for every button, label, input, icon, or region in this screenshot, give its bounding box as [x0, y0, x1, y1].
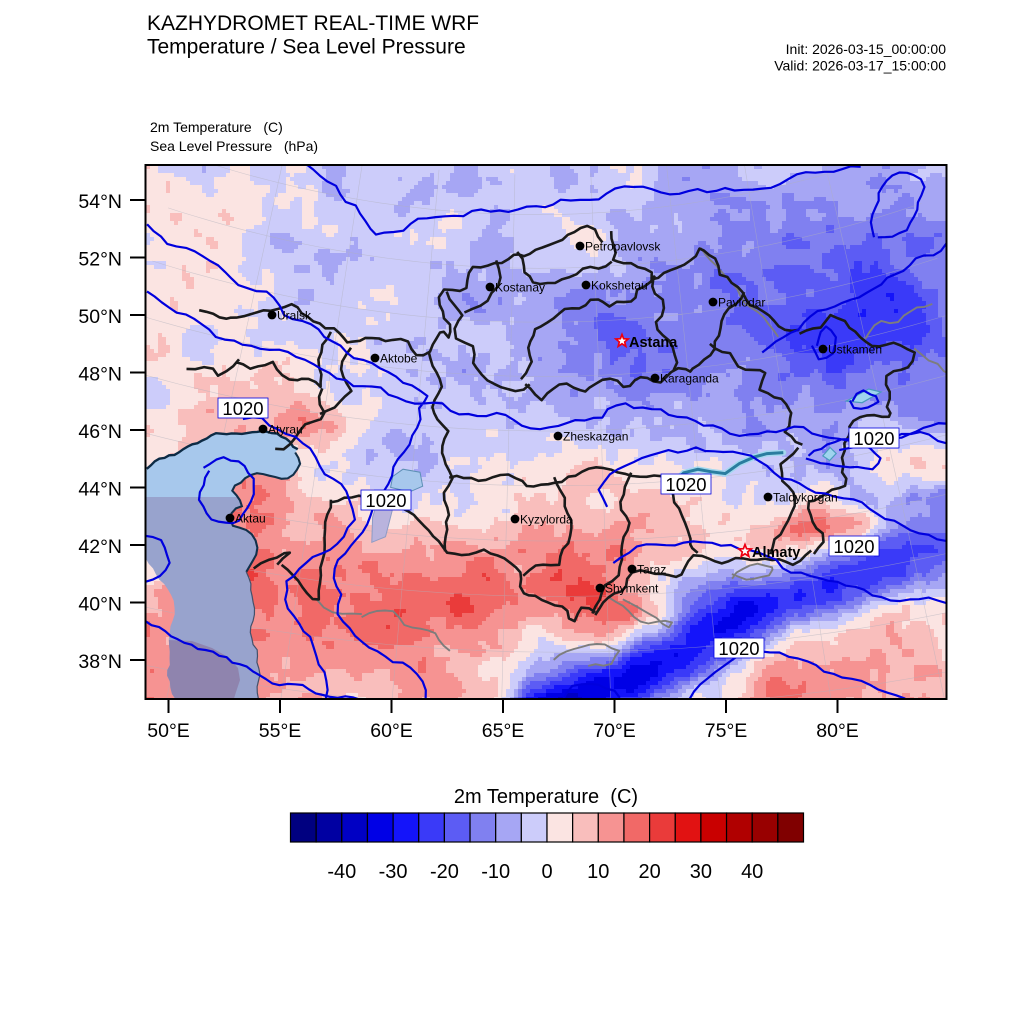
svg-text:-40: -40	[327, 861, 356, 883]
svg-text:1020: 1020	[833, 536, 874, 557]
svg-text:48°N: 48°N	[78, 364, 122, 386]
svg-text:40°N: 40°N	[78, 594, 122, 616]
svg-text:1020: 1020	[222, 398, 263, 419]
svg-text:70°E: 70°E	[593, 720, 636, 742]
svg-text:KAZHYDROMET REAL-TIME WRF: KAZHYDROMET REAL-TIME WRF	[147, 12, 479, 35]
svg-text:Kostanay: Kostanay	[495, 281, 545, 295]
svg-text:55°E: 55°E	[259, 720, 302, 742]
svg-text:0: 0	[541, 861, 552, 883]
svg-text:46°N: 46°N	[78, 421, 122, 443]
svg-text:Taldykorgan: Taldykorgan	[773, 491, 838, 505]
svg-text:1020: 1020	[665, 474, 706, 495]
svg-text:2m Temperature (C): 2m Temperature (C)	[150, 119, 283, 135]
svg-text:Taraz: Taraz	[637, 563, 666, 577]
svg-text:-20: -20	[430, 861, 459, 883]
svg-text:Kyzylorda: Kyzylorda	[520, 513, 573, 527]
svg-text:Almaty: Almaty	[752, 545, 800, 561]
svg-text:Karaganda: Karaganda	[660, 372, 719, 386]
svg-text:Atyrau: Atyrau	[268, 423, 303, 437]
svg-text:Temperature / Sea Level Pressu: Temperature / Sea Level Pressure	[147, 36, 466, 59]
svg-text:Uralsk: Uralsk	[277, 309, 312, 323]
svg-text:Aktobe: Aktobe	[380, 352, 418, 366]
svg-text:10: 10	[587, 861, 609, 883]
svg-text:Kokshetau: Kokshetau	[591, 279, 648, 293]
svg-text:Sea Level Pressure (hPa): Sea Level Pressure (hPa)	[150, 138, 318, 154]
svg-text:40: 40	[741, 861, 763, 883]
svg-text:-30: -30	[379, 861, 408, 883]
svg-text:Astana: Astana	[629, 335, 678, 351]
svg-text:Aktau: Aktau	[235, 512, 266, 526]
svg-text:Valid: 2026-03-17_15:00:00: Valid: 2026-03-17_15:00:00	[774, 58, 946, 74]
svg-text:75°E: 75°E	[705, 720, 748, 742]
svg-text:42°N: 42°N	[78, 536, 122, 558]
svg-text:50°N: 50°N	[78, 306, 122, 328]
svg-text:Zheskazgan: Zheskazgan	[563, 430, 628, 444]
svg-text:20: 20	[638, 861, 660, 883]
svg-text:60°E: 60°E	[370, 720, 413, 742]
svg-text:30: 30	[690, 861, 712, 883]
svg-text:Petropavlovsk: Petropavlovsk	[585, 240, 661, 254]
svg-text:50°E: 50°E	[147, 720, 190, 742]
svg-text:1020: 1020	[853, 428, 894, 449]
svg-text:Ustkamen: Ustkamen	[828, 343, 882, 357]
svg-text:65°E: 65°E	[482, 720, 525, 742]
svg-text:1020: 1020	[365, 490, 406, 511]
svg-text:38°N: 38°N	[78, 651, 122, 673]
svg-text:2m Temperature (C): 2m Temperature (C)	[454, 786, 638, 808]
svg-text:1020: 1020	[718, 638, 759, 659]
svg-text:-10: -10	[481, 861, 510, 883]
svg-text:54°N: 54°N	[78, 191, 122, 213]
svg-text:Shymkent: Shymkent	[605, 582, 659, 596]
svg-text:Pavlodar: Pavlodar	[718, 296, 765, 310]
svg-text:80°E: 80°E	[816, 720, 859, 742]
svg-text:52°N: 52°N	[78, 249, 122, 271]
svg-text:44°N: 44°N	[78, 479, 122, 501]
svg-text:Init: 2026-03-15_00:00:00: Init: 2026-03-15_00:00:00	[786, 41, 947, 57]
